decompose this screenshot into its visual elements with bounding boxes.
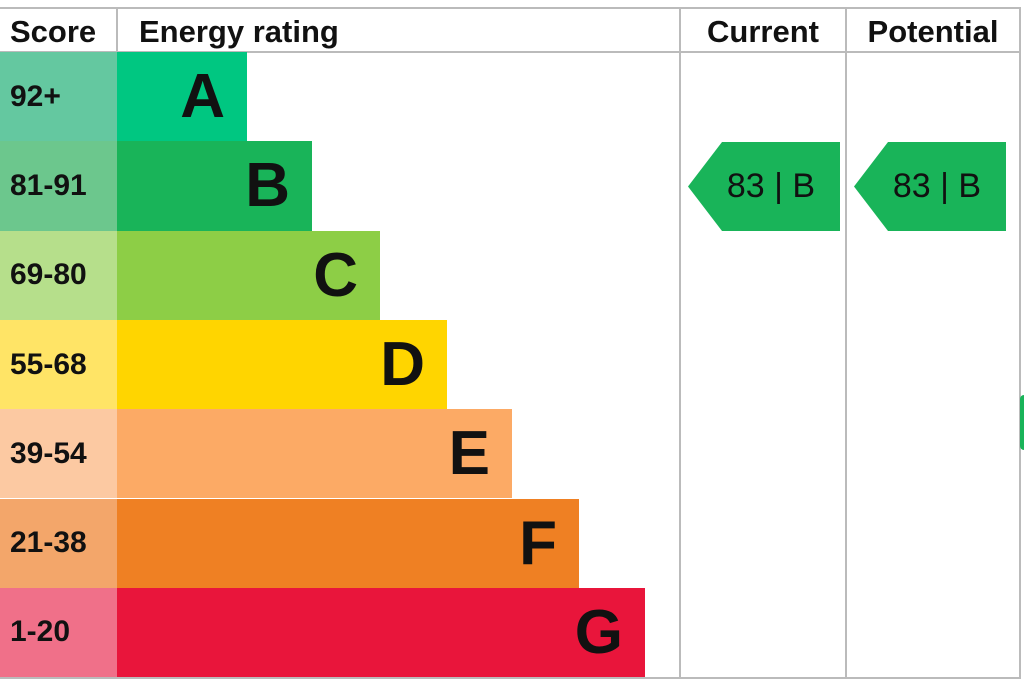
current-label: 83 | B	[726, 167, 816, 205]
score-band: 92+	[0, 52, 117, 142]
rating-bar: E	[117, 409, 512, 499]
rating-bar: G	[117, 587, 645, 678]
arrow	[854, 142, 1006, 231]
border	[0, 677, 1020, 679]
border	[1019, 7, 1021, 679]
rating-bar: F	[117, 498, 579, 588]
score-band: 69-80	[0, 230, 117, 320]
score-band: 1-20	[0, 587, 117, 678]
score-band: 39-54	[0, 409, 117, 499]
border	[116, 7, 118, 52]
potential-rating: 83 | B	[854, 142, 1006, 231]
border	[0, 7, 1020, 9]
border	[0, 51, 1020, 53]
rating-bar: A	[117, 52, 247, 142]
header-current: Current	[707, 14, 819, 49]
score-band: 55-68	[0, 319, 117, 410]
current-rating: 83 | B	[688, 142, 840, 231]
rating-bar: D	[117, 319, 447, 410]
arrow	[688, 142, 840, 231]
header-score: Score	[10, 14, 97, 49]
partial-element	[1020, 395, 1024, 450]
potential-label: 83 | B	[892, 167, 982, 205]
score-band: 81-91	[0, 141, 117, 231]
border	[679, 7, 681, 679]
border	[845, 7, 847, 679]
rating-bar: B	[117, 141, 312, 231]
header-rating: Energy rating	[139, 14, 339, 49]
header-potential: Potential	[867, 14, 999, 49]
score-band: 21-38	[0, 498, 117, 588]
rating-bar: C	[117, 230, 380, 320]
